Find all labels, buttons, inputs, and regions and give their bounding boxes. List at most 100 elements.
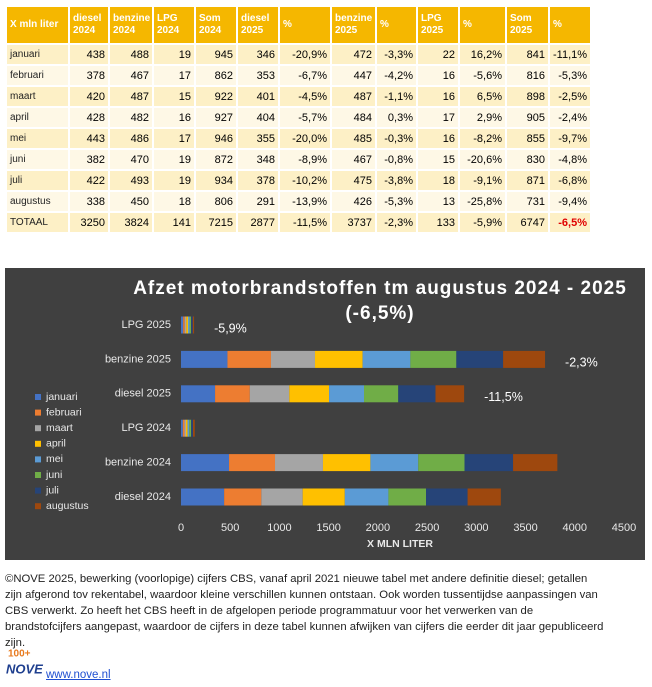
cell: 15	[416, 148, 460, 171]
cell: 6,5%	[458, 85, 507, 108]
cell: 946	[194, 127, 238, 150]
cell: -3,3%	[375, 43, 418, 66]
bar-segment	[329, 385, 365, 403]
x-tick-label: 2000	[366, 522, 390, 534]
website-link[interactable]: www.nove.nl	[46, 669, 111, 681]
cell: 806	[194, 190, 238, 213]
cell: 898	[505, 85, 550, 108]
cell: 841	[505, 43, 550, 66]
cell: -6,7%	[278, 64, 332, 87]
cell: 3737	[330, 211, 377, 234]
legend-swatch	[35, 394, 41, 400]
cell: -2,5%	[548, 85, 592, 108]
chart-background	[5, 268, 645, 560]
cell: 871	[505, 169, 550, 192]
y-tick-label: diesel 2024	[115, 491, 171, 503]
cell: 426	[330, 190, 377, 213]
cell: 443	[68, 127, 110, 150]
cell: -5,7%	[278, 106, 332, 129]
cell: 17	[416, 106, 460, 129]
cell: -4,2%	[375, 64, 418, 87]
x-tick-label: 1000	[267, 522, 291, 534]
cell: -5,3%	[375, 190, 418, 213]
cell: 467	[108, 64, 154, 87]
x-tick-label: 0	[178, 522, 184, 534]
cell: 15	[152, 85, 196, 108]
bar-segment	[314, 350, 363, 368]
cell: 348	[236, 148, 280, 171]
legend-label: februari	[46, 406, 82, 418]
cell: -9,4%	[548, 190, 592, 213]
cell: 16	[416, 127, 460, 150]
cell: 2,9%	[458, 106, 507, 129]
cell: 472	[330, 43, 377, 66]
x-tick-label: 2500	[415, 522, 439, 534]
legend-swatch	[35, 503, 41, 510]
legend-swatch	[35, 487, 41, 494]
row-label: april	[5, 106, 70, 129]
cell: 486	[108, 127, 154, 150]
logo-number: 100+	[8, 649, 31, 660]
table-row: maart 420 487 15 922 401 -4,5% 487 -1,1% 16 6,5% 89…	[5, 85, 592, 108]
bar-segment	[362, 350, 411, 368]
table-row: april 428 482 16 927 404 -5,7% 484 0,3% 17 2,9% 905…	[5, 106, 592, 129]
header-cell: benzine 2025	[330, 5, 377, 45]
bar-segment	[398, 385, 436, 403]
cell: 830	[505, 148, 550, 171]
x-axis-label: X MLN LITER	[367, 538, 433, 550]
cell: 2877	[236, 211, 280, 234]
bar-segment	[181, 488, 225, 506]
bar-segment	[418, 454, 465, 472]
cell: 133	[416, 211, 460, 234]
bar-segment	[410, 350, 457, 368]
header-cell: %	[548, 5, 592, 45]
bar-segment	[344, 488, 389, 506]
cell: 16,2%	[458, 43, 507, 66]
bar-segment	[388, 488, 427, 506]
cell: 872	[194, 148, 238, 171]
legend-label: april	[46, 438, 66, 450]
cell: -2,3%	[375, 211, 418, 234]
cell: 401	[236, 85, 280, 108]
table-row: TOTAAL 3250 3824 141 7215 2877 -11,5% 3737 -2,3%…	[5, 211, 592, 234]
cell: -0,3%	[375, 127, 418, 150]
cell: 16	[416, 64, 460, 87]
legend-swatch	[35, 456, 41, 463]
cell: 18	[152, 190, 196, 213]
bar-segment	[224, 488, 262, 506]
cell: -4,5%	[278, 85, 332, 108]
legend-label: maart	[46, 422, 73, 434]
cell: 346	[236, 43, 280, 66]
legend-swatch	[35, 425, 41, 432]
cell: -25,8%	[458, 190, 507, 213]
cell: -11,5%	[278, 211, 332, 234]
cell: -9,7%	[548, 127, 592, 150]
chart: X MLN LITER 0 500 1000 1500 2000 2500 3000 3500…	[5, 268, 645, 560]
cell: 22	[416, 43, 460, 66]
cell: -5,3%	[548, 64, 592, 87]
table-row: juli 422 493 19 934 378 -10,2% 475 -3,8% 18 -9,1% 8…	[5, 169, 592, 192]
bar-segment	[181, 454, 230, 472]
row-label: februari	[5, 64, 70, 87]
y-tick-label: LPG 2024	[121, 422, 171, 434]
x-tick-label: 3000	[464, 522, 488, 534]
header-cell: diesel 2024	[68, 5, 110, 45]
cell: -6,5%	[548, 211, 592, 234]
cell: 487	[330, 85, 377, 108]
cell: 13	[416, 190, 460, 213]
table-row: juni 382 470 19 872 348 -8,9% 467 -0,8% 15 -20,6% 8…	[5, 148, 592, 171]
row-label: augustus	[5, 190, 70, 213]
cell: 141	[152, 211, 196, 234]
bar-segment	[302, 488, 345, 506]
cell: -9,1%	[458, 169, 507, 192]
x-tick-label: 3500	[513, 522, 537, 534]
cell: 16	[152, 106, 196, 129]
cell: 485	[330, 127, 377, 150]
x-tick-label: 500	[221, 522, 239, 534]
cell: 487	[108, 85, 154, 108]
cell: 438	[68, 43, 110, 66]
cell: -13,9%	[278, 190, 332, 213]
bar-segment	[513, 454, 558, 472]
header-cell: %	[278, 5, 332, 45]
cell: 3824	[108, 211, 154, 234]
